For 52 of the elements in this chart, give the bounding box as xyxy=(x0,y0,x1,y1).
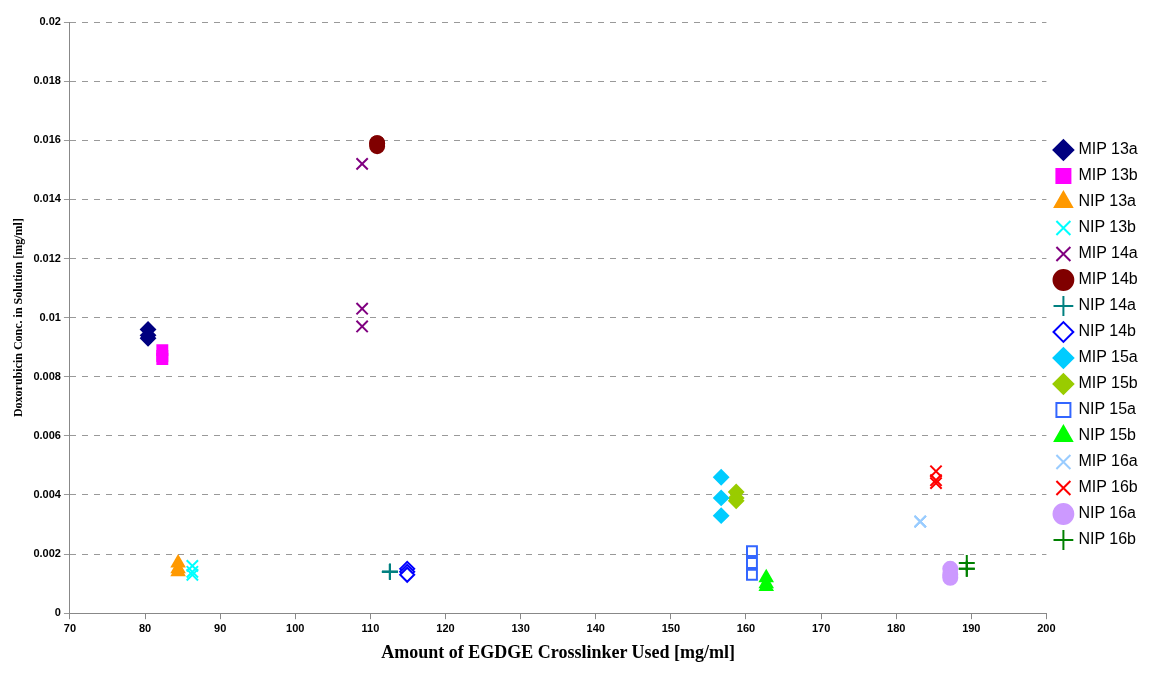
y-tick-label: 0.004 xyxy=(33,487,62,500)
x-tick-label: 200 xyxy=(1037,621,1056,634)
x-tick-label: 140 xyxy=(586,621,605,634)
legend-label: MIP 15b xyxy=(1078,374,1138,392)
y-tick-label: 0.012 xyxy=(33,251,61,264)
point xyxy=(355,319,369,334)
legend-label: NIP 13a xyxy=(1078,192,1137,210)
x-tick-label: 180 xyxy=(887,621,906,634)
legend-label: MIP 14b xyxy=(1078,270,1138,288)
x-tick-label: 130 xyxy=(511,621,530,634)
legend-label: NIP 16b xyxy=(1078,530,1137,548)
x-tick-label: 90 xyxy=(214,621,227,634)
legend-label: NIP 14a xyxy=(1078,296,1137,314)
legend-label: NIP 14b xyxy=(1078,322,1137,340)
x-tick-label: 100 xyxy=(286,621,305,634)
y-tick-label: 0.002 xyxy=(33,547,61,560)
legend-label: MIP 13b xyxy=(1078,166,1138,184)
y-tick-label: 0.008 xyxy=(33,369,61,382)
legend-label: NIP 15a xyxy=(1078,400,1137,418)
y-axis-title: Doxorubicin Conc. in Solution [mg/ml] xyxy=(11,218,26,418)
x-tick-label: 160 xyxy=(736,621,756,634)
legend-label: MIP 13a xyxy=(1078,140,1138,158)
legend-label: NIP 16a xyxy=(1078,504,1137,522)
x-tick-label: 150 xyxy=(661,621,681,634)
point xyxy=(355,302,369,316)
legend-label: MIP 16a xyxy=(1078,452,1138,470)
point xyxy=(713,507,730,524)
y-tick-label: 0.006 xyxy=(33,428,61,441)
legend-label: MIP 16b xyxy=(1078,478,1138,496)
y-tick-label: 0.014 xyxy=(33,192,62,205)
point xyxy=(746,545,758,558)
y-tick-label: 0.016 xyxy=(33,133,61,146)
y-tick-label: 0.02 xyxy=(39,15,61,28)
point xyxy=(746,568,758,581)
point xyxy=(713,489,730,506)
legend-label: MIP 14a xyxy=(1078,244,1138,262)
y-tick-label: 0 xyxy=(54,606,61,619)
x-tick-label: 70 xyxy=(63,621,77,634)
y-tick-label: 0.01 xyxy=(39,310,61,323)
x-tick-label: 170 xyxy=(811,621,831,634)
y-tick-label: 0.018 xyxy=(33,74,61,87)
x-tick-label: 110 xyxy=(361,621,380,634)
legend-label: NIP 15b xyxy=(1078,426,1137,444)
point xyxy=(713,469,730,486)
x-tick-label: 190 xyxy=(962,621,981,634)
x-axis-title: Amount of EGDGE Crosslinker Used [mg/ml] xyxy=(381,641,736,662)
point xyxy=(746,557,758,569)
legend-label: NIP 13b xyxy=(1078,218,1137,236)
legend-label: MIP 15a xyxy=(1078,348,1138,366)
point xyxy=(355,157,369,171)
x-tick-label: 120 xyxy=(436,621,455,634)
x-tick-label: 80 xyxy=(138,621,152,634)
